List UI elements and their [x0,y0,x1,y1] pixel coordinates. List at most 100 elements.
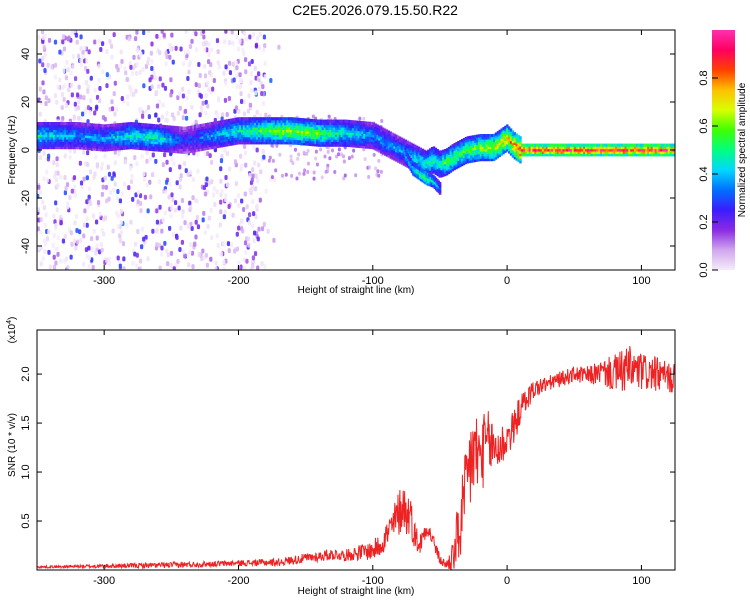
spectrogram-ridge-cell [163,134,167,138]
spectrogram-ridge-cell [365,123,368,127]
spectrogram-ridge-cell [598,143,601,147]
spectrogram-ridge-cell [509,135,513,139]
spectrogram-ridge-cell [272,136,276,140]
spectrogram-ridge-cell [573,143,577,147]
spectrogram-ridge-cell [146,140,150,144]
spectrogram-ridge-cell [494,134,498,139]
spectrogram-ridge-cell [280,119,283,123]
spectrogram-ridge-cell [52,131,56,135]
spectrogram-ridge-cell [534,153,537,157]
spectrogram-ridge-cell [254,129,257,133]
spectrogram-ridge-cell [348,127,351,131]
spectrogram-ridge-cell [398,153,402,157]
spectrogram-ridge-cell [276,134,280,138]
spectrogram-ridge-cell [212,126,216,130]
spectrogram-ridge-cell [256,119,259,123]
spectrogram-noise-cell [135,161,139,167]
spectrogram-ridge-cell [94,123,97,127]
spectrogram-ridge-cell [289,134,293,138]
spectrogram-ridge-cell [131,124,135,128]
spectrogram-ridge-cell [267,122,270,126]
spectrogram-ridge-cell [220,141,223,146]
spectrogram-ridge-cell [303,142,306,146]
spectrogram-noise-cell [113,160,117,166]
snr-x-axis: -300 -200 -100 0 100 [93,330,651,587]
spectrogram-noise-cell [181,93,185,99]
spectrogram-ridge-cell [113,140,116,144]
spectrogram-ridge-cell [340,138,344,142]
spectrogram-ridge-cell [378,130,381,134]
spectrogram-branch-cell [437,190,441,194]
spectrogram-ridge-cell [605,153,609,157]
spectrogram-ridge-cell [413,154,417,158]
spectrogram-ridge-cell [387,152,391,156]
spectrogram-noise-cell [352,148,356,153]
spectrogram-noise-cell [120,59,124,65]
spectrogram-noise-cell [296,156,300,161]
spectrogram-ridge-cell [421,151,424,155]
spectrogram-ridge-cell [481,143,485,147]
spectrogram-ridge-cell [237,138,240,143]
spectrogram-ridge-cell [58,126,61,130]
spectrogram-ridge-cell [71,131,75,135]
spectrogram-ridge-cell [233,120,236,124]
spectrogram-noise-cell [194,47,199,53]
spectrogram-ridge-cell [103,131,107,135]
spectrogram-noise-cell [44,95,48,101]
spectrogram-ridge-cell [130,129,133,133]
spectrogram-ridge-cell [56,138,60,142]
spectrogram-ridge-cell [280,136,283,140]
spectrogram-ridge-cell [171,132,174,137]
spectrogram-ridge-cell [391,154,394,158]
spectrogram-ridge-cell [141,139,144,144]
spectrogram-ridge-cell [81,127,84,131]
spectrogram-branch-cell [429,176,432,180]
spectrogram-ridge-cell [430,170,434,175]
spectrogram-ridge-cell [479,143,483,147]
spectrogram-ridge-cell [90,142,93,146]
spectrogram-noise-cell [269,78,273,84]
spectrogram-ridge-cell [114,137,118,141]
spectrogram-ridge-cell [197,145,201,150]
spectrogram-ridge-cell [391,134,394,139]
spectrogram-ridge-cell [86,139,90,143]
spectrogram-ridge-cell [408,143,411,148]
spectrogram-ridge-cell [37,129,39,133]
spectrogram-noise-cell [213,202,217,208]
spectrogram-noise-cell [134,36,138,42]
spectrogram-ridge-cell [477,146,481,150]
spectrogram-ridge-cell [160,136,163,140]
spectrogram-ridge-cell [299,141,302,146]
spectrogram-ridge-cell [207,141,210,146]
spectrogram-ridge-cell [229,123,233,127]
spectrogram-ridge-cell [274,129,278,133]
spectrogram-ridge-cell [218,132,221,136]
spectrogram-ridge-cell [598,146,601,150]
spectrogram-branch-cell [425,177,428,181]
spectrogram-ridge-cell [116,125,120,129]
spectrogram-ridge-cell [432,158,436,162]
spectrogram-noise-cell [45,177,49,183]
spectrogram-noise-cell [252,238,256,244]
spectrogram-ridge-cell [334,122,338,126]
spectrogram-ridge-cell [660,153,663,157]
spectrogram-ridge-cell [462,137,466,142]
spectrogram-ridge-cell [652,148,656,152]
spectrogram-ridge-cell [334,143,338,147]
spectrogram-noise-cell [79,180,84,186]
spectrogram-ridge-cell [530,153,533,157]
spectrogram-ridge-cell [607,148,611,152]
spectrogram-ridge-cell [177,126,180,130]
spectrogram-ridge-cell [513,156,517,160]
spectrogram-ridge-cell [152,145,155,149]
spectrogram-ridge-cell [199,138,202,142]
spectrogram-noise-cell [42,205,47,211]
spectrogram-ridge-cell [293,124,297,128]
spectrogram-branch-cell [436,183,439,188]
spectrogram-ridge-cell [660,150,663,154]
spectrogram-ridge-cell [438,174,441,178]
spectrogram-ridge-cell [445,160,449,164]
spectrogram-ridge-cell [269,134,272,138]
spectrogram-ridge-cell [182,131,186,135]
spectrogram-ridge-cell [624,153,627,157]
